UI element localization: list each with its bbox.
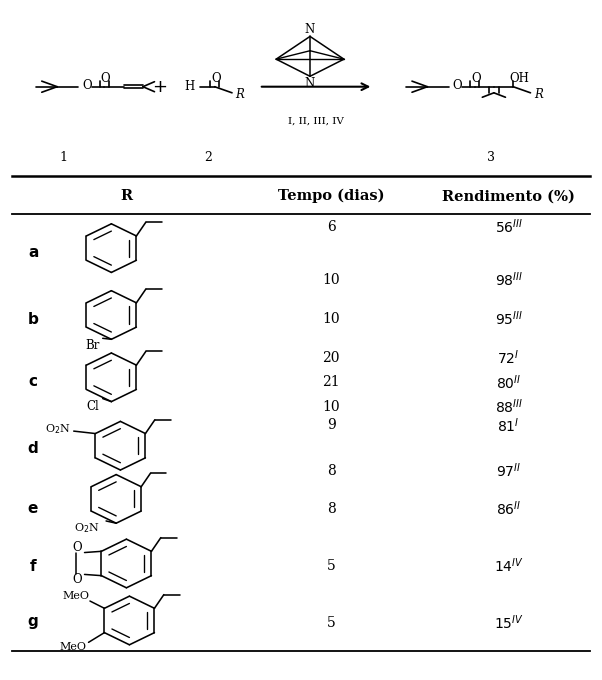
Text: R: R [120,189,132,203]
Text: $86^{II}$: $86^{II}$ [496,500,521,518]
Text: Br: Br [85,339,100,352]
Text: MeO: MeO [62,591,89,601]
Text: 10: 10 [322,273,340,287]
Text: Tempo (dias): Tempo (dias) [278,189,384,203]
Text: $\mathbf{b}$: $\mathbf{b}$ [27,311,39,327]
Text: O: O [72,541,82,554]
Text: Cl: Cl [86,400,99,413]
Text: $97^{II}$: $97^{II}$ [496,462,521,480]
Text: N: N [305,23,315,36]
Text: 1: 1 [59,151,67,165]
Text: 21: 21 [322,375,340,390]
Text: $\mathbf{f}$: $\mathbf{f}$ [29,558,37,574]
Text: $95^{III}$: $95^{III}$ [495,310,523,328]
Text: O: O [453,80,462,92]
Text: $14^{IV}$: $14^{IV}$ [494,557,524,575]
Text: $\mathbf{c}$: $\mathbf{c}$ [28,375,38,390]
Text: $98^{III}$: $98^{III}$ [495,271,523,289]
Text: O: O [471,72,480,85]
Text: 9: 9 [327,418,335,432]
Text: $\mathbf{g}$: $\mathbf{g}$ [27,615,39,631]
Text: $15^{IV}$: $15^{IV}$ [494,614,524,632]
Text: Rendimento (%): Rendimento (%) [442,189,575,203]
Text: 8: 8 [327,464,335,478]
Text: 5: 5 [327,616,335,630]
Text: O: O [101,72,110,85]
Text: $\mathbf{e}$: $\mathbf{e}$ [27,502,39,516]
Text: OH: OH [509,72,529,85]
Text: O: O [211,72,221,85]
Text: N: N [305,77,315,90]
Text: O$_2$N: O$_2$N [45,422,70,436]
Text: $\mathbf{d}$: $\mathbf{d}$ [27,440,39,456]
Text: 2: 2 [203,151,212,165]
Text: R: R [534,88,542,101]
Text: O: O [82,80,92,92]
Text: $88^{III}$: $88^{III}$ [495,398,523,416]
Text: +: + [152,78,167,96]
Text: 6: 6 [327,220,335,234]
Text: 20: 20 [322,351,340,364]
Text: $80^{II}$: $80^{II}$ [496,373,521,392]
Text: R: R [235,88,244,101]
Text: 3: 3 [486,151,495,165]
Text: O$_2$N: O$_2$N [75,522,100,535]
Text: $72^{I}$: $72^{I}$ [497,348,520,367]
Text: 8: 8 [327,502,335,516]
Text: $56^{III}$: $56^{III}$ [495,218,523,236]
Text: O: O [72,573,82,585]
Text: 10: 10 [322,400,340,414]
Text: 5: 5 [327,559,335,573]
Text: 10: 10 [322,312,340,326]
Text: I, II, III, IV: I, II, III, IV [288,117,344,126]
Text: $81^{I}$: $81^{I}$ [497,416,520,435]
Text: MeO: MeO [59,642,86,652]
Text: $\mathbf{a}$: $\mathbf{a}$ [28,246,39,260]
Text: H: H [184,80,195,93]
